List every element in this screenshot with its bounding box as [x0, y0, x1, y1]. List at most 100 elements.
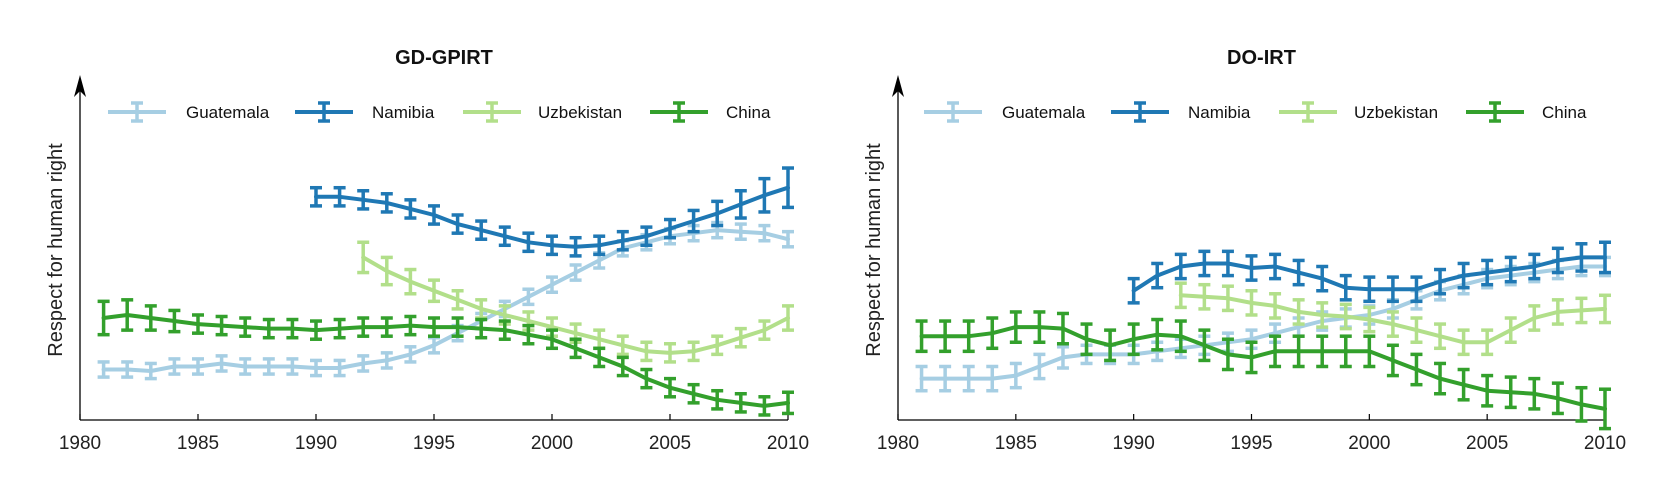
legend-label: Uzbekistan — [1354, 103, 1438, 122]
legend-item-china: China — [1466, 101, 1587, 123]
error-bar-uzbekistan-2009 — [758, 319, 771, 341]
error-bar-guatemala-1989 — [286, 357, 299, 376]
error-bar-namibia-2008 — [734, 189, 747, 220]
error-bar-namibia-1991 — [1151, 261, 1164, 290]
error-bar-china-1989 — [1104, 328, 1117, 363]
series-line-china — [101, 313, 790, 408]
error-bar-namibia-2010 — [1599, 240, 1611, 275]
error-bar-namibia-1992 — [1174, 252, 1187, 281]
x-tick-label: 1985 — [995, 433, 1037, 454]
error-bar-namibia-2002 — [1410, 275, 1423, 304]
error-bar-china-1998 — [498, 319, 511, 341]
error-bar-namibia-1992 — [357, 189, 370, 211]
y-axis-label: Respect for human right — [45, 143, 67, 357]
error-bar-uzbekistan-1992 — [1174, 281, 1187, 310]
error-bar-namibia-1991 — [333, 185, 346, 208]
legend-label: Guatemala — [1002, 103, 1086, 122]
error-bar-namibia-1997 — [1292, 258, 1305, 287]
error-bar-china-2005 — [664, 376, 676, 399]
error-bar-china-2002 — [1410, 352, 1423, 387]
error-bar-china-2004 — [640, 367, 653, 390]
error-bar-guatemala-1990 — [310, 358, 322, 378]
error-bar-china-1986 — [1033, 310, 1046, 344]
error-bar-china-1983 — [144, 304, 157, 332]
error-bar-namibia-2003 — [616, 229, 629, 252]
x-tick-label: 2005 — [649, 433, 691, 454]
error-bar-china-1996 — [451, 316, 464, 338]
error-bar-uzbekistan-2003 — [616, 334, 629, 357]
error-bar-china-1990 — [1127, 322, 1140, 357]
error-bar-namibia-1999 — [522, 231, 535, 254]
error-bar-china-1995 — [428, 316, 440, 338]
error-bar-guatemala-1986 — [1033, 352, 1046, 381]
error-bar-namibia-2005 — [1481, 258, 1494, 287]
x-tick-label: 1985 — [177, 433, 219, 454]
error-bar-guatemala-1991 — [333, 358, 346, 378]
error-bar-uzbekistan-1995 — [1245, 288, 1258, 317]
legend: Guatemala Namibia Uzbekistan China — [924, 101, 1587, 123]
error-bar-uzbekistan-1992 — [357, 240, 370, 275]
error-bar-china-1981 — [915, 319, 928, 354]
chart-panel-do-irt: DO-IRT Respect for human right 1980 1985 199… — [863, 47, 1626, 454]
error-bar-china-2008 — [734, 392, 747, 414]
error-bar-namibia-1998 — [1316, 264, 1329, 293]
error-bar-china-1987 — [239, 316, 252, 338]
error-bar-china-1989 — [286, 317, 299, 340]
error-bar-namibia-2007 — [1528, 252, 1541, 281]
error-bar-china-1995 — [1245, 340, 1258, 375]
series-uzbekistan — [1174, 281, 1611, 357]
error-bar-uzbekistan-1996 — [1269, 292, 1282, 320]
error-bar-uzbekistan-1994 — [1221, 284, 1234, 313]
legend-label: China — [1542, 103, 1587, 122]
error-bar-guatemala-1985 — [192, 357, 204, 376]
chart-title: GD-GPIRT — [395, 47, 493, 69]
error-bar-china-1991 — [333, 317, 346, 340]
error-bar-namibia-1993 — [380, 192, 393, 214]
error-bar-uzbekistan-1995 — [428, 278, 440, 304]
x-tick-label: 1995 — [413, 433, 455, 454]
error-bar-namibia-1995 — [428, 204, 440, 226]
error-bar-namibia-1998 — [498, 225, 511, 248]
x-tick-label: 2000 — [1348, 433, 1390, 454]
error-bar-china-2010 — [782, 390, 794, 416]
error-bar-china-2000 — [1363, 334, 1376, 369]
error-bar-china-1988 — [262, 317, 275, 340]
error-bar-guatemala-1993 — [380, 351, 393, 370]
error-bar-china-1999 — [522, 323, 535, 346]
series-namibia — [310, 166, 794, 258]
x-tick-label: 2000 — [531, 433, 573, 454]
series-line-guatemala — [919, 264, 1607, 381]
legend-label: Guatemala — [186, 103, 270, 122]
error-bar-china-2010 — [1599, 387, 1611, 431]
legend-item-china: China — [650, 101, 771, 123]
series-guatemala — [915, 255, 1611, 393]
error-bar-china-1983 — [962, 319, 975, 354]
error-bar-namibia-2002 — [593, 234, 606, 257]
legend-label: Namibia — [372, 103, 435, 122]
error-bar-uzbekistan-2005 — [1481, 328, 1494, 357]
error-bar-uzbekistan-1994 — [404, 267, 417, 296]
error-bar-china-2002 — [593, 346, 606, 369]
error-bar-uzbekistan-2004 — [640, 340, 653, 363]
error-bar-namibia-2001 — [1386, 275, 1399, 304]
error-bar-china-2009 — [758, 395, 771, 417]
error-bar-guatemala-1987 — [239, 357, 252, 376]
error-bar-china-1985 — [192, 313, 204, 335]
error-bar-guatemala-2001 — [569, 263, 582, 282]
chart-title: DO-IRT — [1227, 47, 1296, 69]
error-bar-uzbekistan-1999 — [1339, 302, 1352, 331]
error-bar-china-2006 — [687, 382, 700, 405]
error-bar-uzbekistan-1997 — [1292, 298, 1305, 326]
error-bar-namibia-2005 — [664, 217, 676, 240]
legend-item-guatemala: Guatemala — [108, 101, 270, 123]
legend-item-namibia: Namibia — [295, 101, 435, 123]
series-namibia — [1127, 240, 1611, 305]
error-bar-china-2008 — [1551, 381, 1564, 416]
error-bar-namibia-1994 — [1221, 249, 1234, 278]
error-bar-china-1988 — [1080, 322, 1093, 357]
error-bar-uzbekistan-2010 — [782, 304, 794, 332]
error-bar-china-1996 — [1269, 334, 1282, 369]
x-tick-label: 2005 — [1466, 433, 1508, 454]
error-bar-namibia-1999 — [1339, 273, 1352, 302]
error-bar-guatemala-1985 — [1009, 361, 1022, 390]
